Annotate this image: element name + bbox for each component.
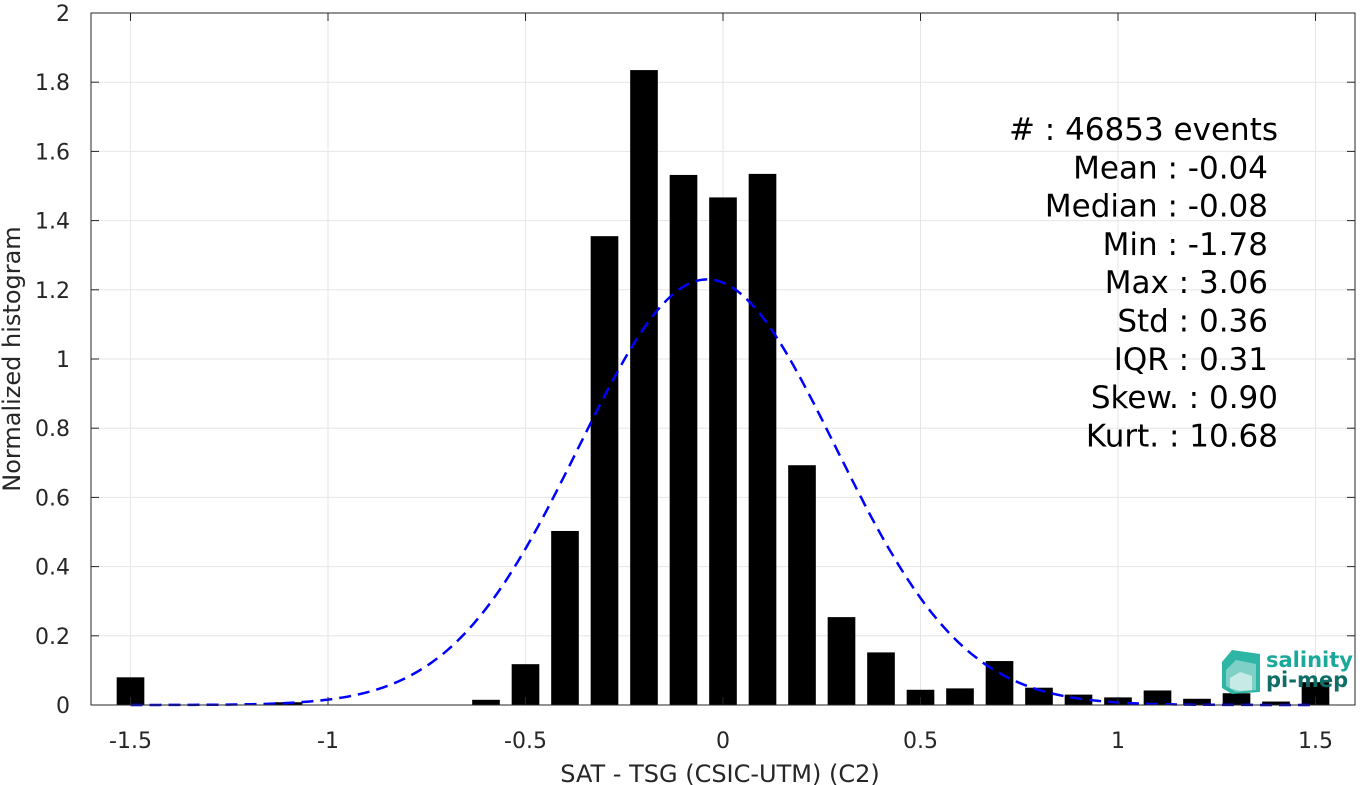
histogram-bar: [630, 70, 658, 706]
stat-line: Std : 0.36: [1117, 304, 1268, 340]
histogram-bar: [946, 688, 974, 705]
x-tick-label: 0.5: [903, 729, 938, 754]
stat-line: IQR : 0.31: [1114, 342, 1268, 378]
stat-line: Skew. : 0.90: [1091, 380, 1278, 416]
histogram-bar: [1183, 698, 1211, 705]
histogram-bar: [1301, 682, 1330, 705]
histogram-bar: [1025, 687, 1053, 705]
histogram-bar: [788, 465, 816, 705]
histogram-bar: [1222, 693, 1251, 705]
y-tick-label: 0.4: [35, 556, 70, 581]
stat-line: # : 46853 events: [1009, 112, 1278, 148]
histogram-bar: [551, 530, 579, 705]
y-tick-label: 0.8: [35, 417, 70, 442]
histogram-bar: [748, 173, 777, 705]
histogram-bar: [1064, 694, 1093, 705]
axis-ticks: -1.5 -1 -0.5 0 0.5 1 1.5 0 0.2 0.4 0.6 0.8 1 1.2 1.4 1.…: [35, 2, 1355, 754]
histogram-bar: [827, 617, 856, 705]
x-tick-label: 1: [1111, 729, 1125, 754]
logo-line2: pi-mep: [1266, 668, 1348, 692]
x-tick-label: 1.5: [1298, 729, 1333, 754]
histogram-bar: [669, 174, 698, 706]
histogram-bar: [867, 652, 895, 705]
salinity-pi-mep-logo: salinity pi-mep: [1222, 648, 1353, 694]
y-axis-label: Normalized histogram: [0, 226, 26, 491]
x-tick-label: 0: [716, 729, 730, 754]
x-tick-label: -1.5: [109, 729, 152, 754]
histogram-bar: [1262, 701, 1290, 705]
logo-waves-icon: [1222, 650, 1260, 694]
stat-line: Min : -1.78: [1103, 227, 1268, 263]
y-tick-label: 2: [56, 2, 70, 27]
x-tick-label: -1: [317, 729, 339, 754]
stat-line: Max : 3.06: [1105, 265, 1268, 301]
x-tick-label: -0.5: [504, 729, 547, 754]
y-tick-label: 0.6: [35, 486, 70, 511]
histogram-bar: [709, 197, 737, 705]
y-tick-label: 1.2: [35, 279, 70, 304]
histogram-bar: [472, 699, 500, 705]
y-tick-label: 1.6: [35, 140, 70, 165]
stat-line: Median : -0.08: [1045, 189, 1268, 225]
histogram-bar: [590, 236, 619, 706]
histogram-bar: [1143, 690, 1172, 705]
y-tick-label: 1: [56, 348, 70, 373]
y-tick-label: 0: [56, 694, 70, 719]
logo-line1: salinity: [1266, 648, 1353, 672]
y-tick-label: 1.8: [35, 71, 70, 96]
stat-line: Kurt. : 10.68: [1086, 418, 1278, 454]
stat-line: Mean : -0.04: [1073, 150, 1268, 186]
x-axis-label: SAT - TSG (CSIC-UTM) (C2): [560, 760, 879, 785]
y-tick-label: 0.2: [35, 625, 70, 650]
y-tick-label: 1.4: [35, 210, 70, 235]
